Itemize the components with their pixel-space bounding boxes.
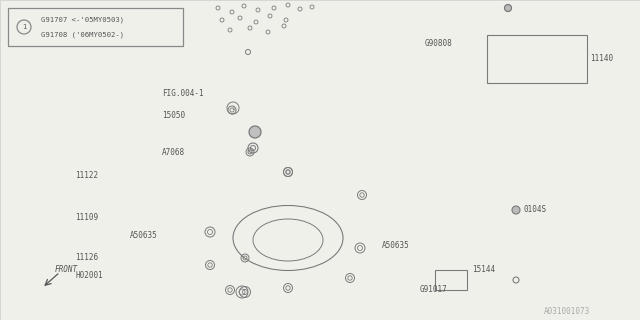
Text: FIG.004-1: FIG.004-1	[162, 89, 204, 98]
Text: 15144: 15144	[472, 266, 495, 275]
Text: A7068: A7068	[162, 148, 185, 156]
Text: 15050: 15050	[162, 110, 185, 119]
Text: 11140: 11140	[590, 53, 613, 62]
Text: G90808: G90808	[425, 38, 452, 47]
Text: A50635: A50635	[382, 241, 410, 250]
Text: G91017: G91017	[420, 285, 448, 294]
Circle shape	[512, 206, 520, 214]
Circle shape	[504, 4, 511, 12]
Circle shape	[249, 126, 261, 138]
Text: A50635: A50635	[130, 230, 157, 239]
Bar	[487, 35, 587, 83]
Bar	[435, 270, 467, 290]
Text: 1: 1	[22, 24, 26, 30]
Text: 11122: 11122	[75, 171, 98, 180]
Text: A031001073: A031001073	[544, 308, 590, 316]
Text: 0104S: 0104S	[524, 205, 547, 214]
Bar	[8, 8, 183, 46]
Text: 11109: 11109	[75, 213, 98, 222]
Text: H02001: H02001	[75, 270, 103, 279]
Text: G91708 ('06MY0502-): G91708 ('06MY0502-)	[41, 32, 124, 38]
Text: G91707 <-'05MY0503): G91707 <-'05MY0503)	[41, 17, 124, 23]
Text: FRONT: FRONT	[55, 266, 78, 275]
Text: 1: 1	[231, 106, 235, 110]
Text: 11126: 11126	[75, 253, 98, 262]
